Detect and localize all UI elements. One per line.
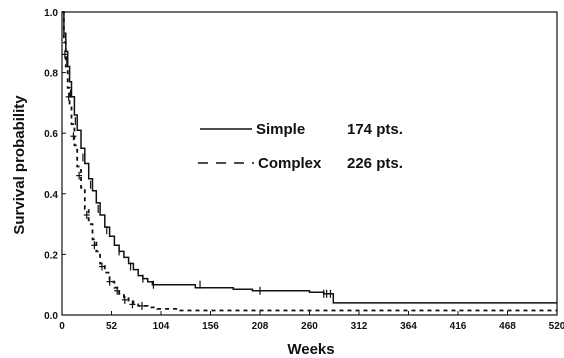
y-tick-label: 0.0 bbox=[44, 311, 58, 322]
y-axis-ticks: 0.0 0.2 0.4 0.6 0.8 1.0 bbox=[44, 8, 66, 322]
legend-count-complex: 226 pts. bbox=[347, 155, 403, 172]
x-tick-label: 52 bbox=[106, 321, 118, 332]
x-tick-label: 156 bbox=[202, 321, 219, 332]
y-tick-label: 0.8 bbox=[44, 69, 58, 80]
y-axis-title: Survival probability bbox=[11, 95, 28, 235]
x-tick-label: 468 bbox=[499, 321, 516, 332]
y-tick-label: 0.2 bbox=[44, 250, 58, 261]
y-tick-label: 0.6 bbox=[44, 129, 58, 140]
legend-label-simple: Simple bbox=[256, 121, 305, 138]
legend: Simple 174 pts. Complex 226 pts. bbox=[198, 121, 403, 172]
plot-area bbox=[61, 11, 557, 312]
y-tick-label: 1.0 bbox=[44, 8, 58, 19]
legend-count-simple: 174 pts. bbox=[347, 121, 403, 138]
legend-label-complex: Complex bbox=[258, 155, 322, 172]
x-tick-label: 364 bbox=[400, 321, 417, 332]
x-tick-label: 520 bbox=[549, 321, 564, 332]
survival-curve-simple bbox=[62, 11, 557, 304]
x-tick-label: 208 bbox=[252, 321, 269, 332]
x-tick-label: 260 bbox=[301, 321, 318, 332]
x-axis-ticks: 0 52 104 156 208 260 312 364 416 468 520 bbox=[59, 311, 564, 332]
x-tick-label: 0 bbox=[59, 321, 65, 332]
x-axis-title: Weeks bbox=[287, 341, 334, 358]
x-tick-label: 312 bbox=[351, 321, 368, 332]
x-tick-label: 104 bbox=[153, 321, 170, 332]
y-tick-label: 0.4 bbox=[44, 190, 58, 201]
x-tick-label: 416 bbox=[450, 321, 467, 332]
survival-curve-complex bbox=[62, 11, 557, 312]
